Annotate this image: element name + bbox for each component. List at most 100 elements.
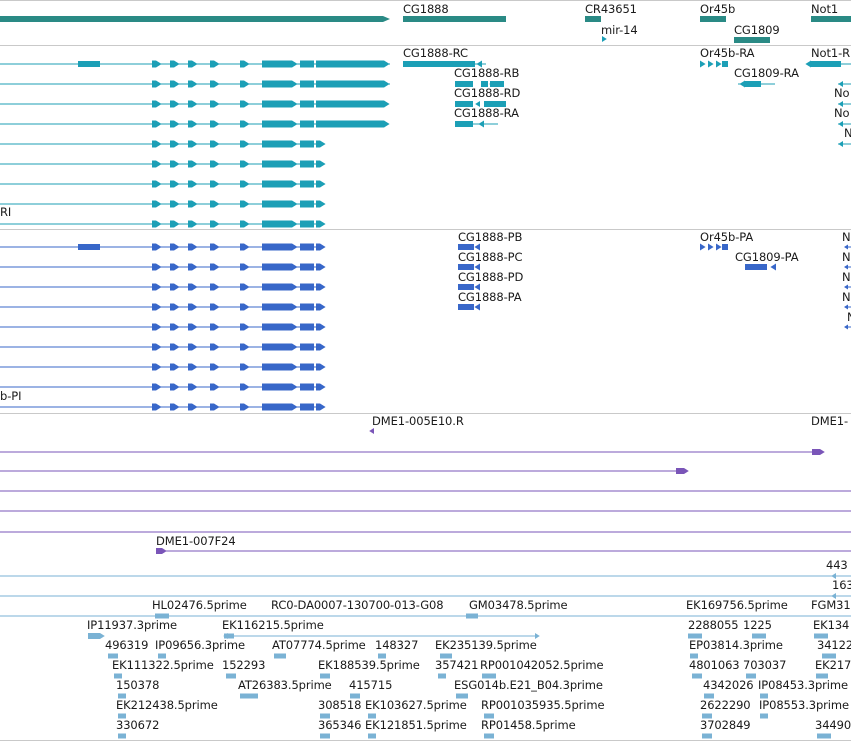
exon-box[interactable] — [188, 200, 192, 208]
strand-arrow-right[interactable] — [156, 303, 162, 311]
strand-arrow-right[interactable] — [214, 120, 220, 128]
exon-box[interactable] — [188, 383, 192, 391]
strand-arrow-right[interactable] — [383, 16, 390, 22]
exon-box[interactable] — [152, 120, 156, 128]
exon-box[interactable] — [152, 343, 156, 351]
strand-arrow-right[interactable] — [156, 323, 162, 331]
exon-box[interactable] — [170, 60, 174, 68]
exon-box[interactable] — [262, 283, 292, 291]
strand-arrow-right[interactable] — [156, 160, 162, 168]
exon-box[interactable] — [316, 60, 384, 68]
exon-box[interactable] — [722, 244, 728, 250]
strand-arrow-right[interactable] — [174, 303, 180, 311]
exon-box[interactable] — [262, 323, 292, 331]
exon-box[interactable] — [455, 121, 473, 127]
exon-box[interactable] — [812, 449, 820, 455]
strand-arrow-right[interactable] — [320, 140, 326, 148]
exon-box[interactable] — [702, 713, 712, 719]
strand-arrow-right[interactable] — [244, 383, 250, 391]
strand-arrow-right[interactable] — [292, 80, 298, 88]
strand-arrow-right[interactable] — [174, 343, 180, 351]
strand-arrow-right[interactable] — [192, 120, 198, 128]
strand-arrow-right[interactable] — [320, 343, 326, 351]
exon-box[interactable] — [300, 283, 314, 291]
exon-box[interactable] — [188, 263, 192, 271]
exon-box[interactable] — [240, 283, 244, 291]
exon-box[interactable] — [300, 180, 314, 188]
exon-box[interactable] — [300, 120, 314, 128]
exon-box[interactable] — [300, 263, 314, 271]
exon-box[interactable] — [752, 633, 766, 639]
exon-box[interactable] — [152, 140, 156, 148]
strand-arrow-right[interactable] — [244, 160, 250, 168]
exon-box[interactable] — [152, 160, 156, 168]
strand-arrow-right[interactable] — [174, 200, 180, 208]
strand-arrow-right[interactable] — [292, 403, 298, 411]
gene-glyph[interactable] — [734, 37, 770, 43]
exon-box[interactable] — [274, 653, 286, 659]
exon-box[interactable] — [262, 363, 292, 371]
exon-box[interactable] — [188, 283, 192, 291]
strand-arrow-right[interactable] — [192, 323, 198, 331]
exon-box[interactable] — [300, 363, 314, 371]
strand-arrow-right[interactable] — [320, 383, 326, 391]
strand-arrow-right[interactable] — [214, 283, 220, 291]
exon-box[interactable] — [368, 733, 376, 739]
exon-box[interactable] — [484, 733, 494, 739]
exon-box[interactable] — [118, 693, 126, 699]
strand-arrow-right[interactable] — [192, 243, 198, 251]
strand-arrow-left[interactable] — [844, 304, 848, 310]
exon-box[interactable] — [240, 140, 244, 148]
exon-box[interactable] — [152, 100, 156, 108]
strand-arrow-left[interactable] — [770, 263, 776, 271]
strand-arrow-right[interactable] — [174, 140, 180, 148]
strand-arrow-right[interactable] — [292, 200, 298, 208]
exon-box[interactable] — [188, 80, 192, 88]
exon-box[interactable] — [88, 633, 100, 639]
exon-box[interactable] — [760, 693, 768, 699]
strand-arrow-right[interactable] — [292, 180, 298, 188]
exon-box[interactable] — [822, 653, 836, 659]
exon-box[interactable] — [210, 343, 214, 351]
strand-arrow-right[interactable] — [156, 363, 162, 371]
exon-box[interactable] — [378, 653, 386, 659]
strand-arrow-right[interactable] — [700, 243, 706, 251]
exon-box[interactable] — [814, 633, 828, 639]
strand-arrow-right[interactable] — [292, 363, 298, 371]
exon-box[interactable] — [210, 120, 214, 128]
strand-arrow-right[interactable] — [192, 343, 198, 351]
exon-box[interactable] — [300, 160, 314, 168]
strand-arrow-left[interactable] — [838, 121, 843, 127]
strand-arrow-right[interactable] — [384, 100, 390, 108]
exon-box[interactable] — [210, 180, 214, 188]
strand-arrow-right[interactable] — [244, 220, 250, 228]
strand-arrow-right[interactable] — [320, 323, 326, 331]
exon-box[interactable] — [300, 220, 314, 228]
strand-arrow-right[interactable] — [156, 100, 162, 108]
strand-arrow-right[interactable] — [292, 243, 298, 251]
exon-box[interactable] — [210, 263, 214, 271]
exon-box[interactable] — [240, 323, 244, 331]
exon-box[interactable] — [262, 60, 292, 68]
exon-box[interactable] — [240, 180, 244, 188]
exon-box[interactable] — [210, 363, 214, 371]
exon-box[interactable] — [152, 200, 156, 208]
strand-arrow-right[interactable] — [708, 243, 714, 251]
strand-arrow-right[interactable] — [192, 60, 198, 68]
strand-arrow-left[interactable] — [474, 243, 480, 251]
strand-arrow-right[interactable] — [602, 36, 607, 42]
exon-box[interactable] — [152, 283, 156, 291]
strand-arrow-right[interactable] — [174, 383, 180, 391]
strand-arrow-right[interactable] — [174, 80, 180, 88]
exon-box[interactable] — [316, 383, 320, 391]
strand-arrow-right[interactable] — [174, 263, 180, 271]
strand-arrow-right[interactable] — [174, 60, 180, 68]
exon-box[interactable] — [210, 200, 214, 208]
strand-arrow-right[interactable] — [320, 160, 326, 168]
strand-arrow-right[interactable] — [192, 383, 198, 391]
exon-box[interactable] — [316, 180, 320, 188]
exon-box[interactable] — [300, 243, 314, 251]
gene-glyph[interactable] — [403, 16, 506, 22]
exon-box[interactable] — [78, 61, 100, 67]
exon-box[interactable] — [240, 220, 244, 228]
